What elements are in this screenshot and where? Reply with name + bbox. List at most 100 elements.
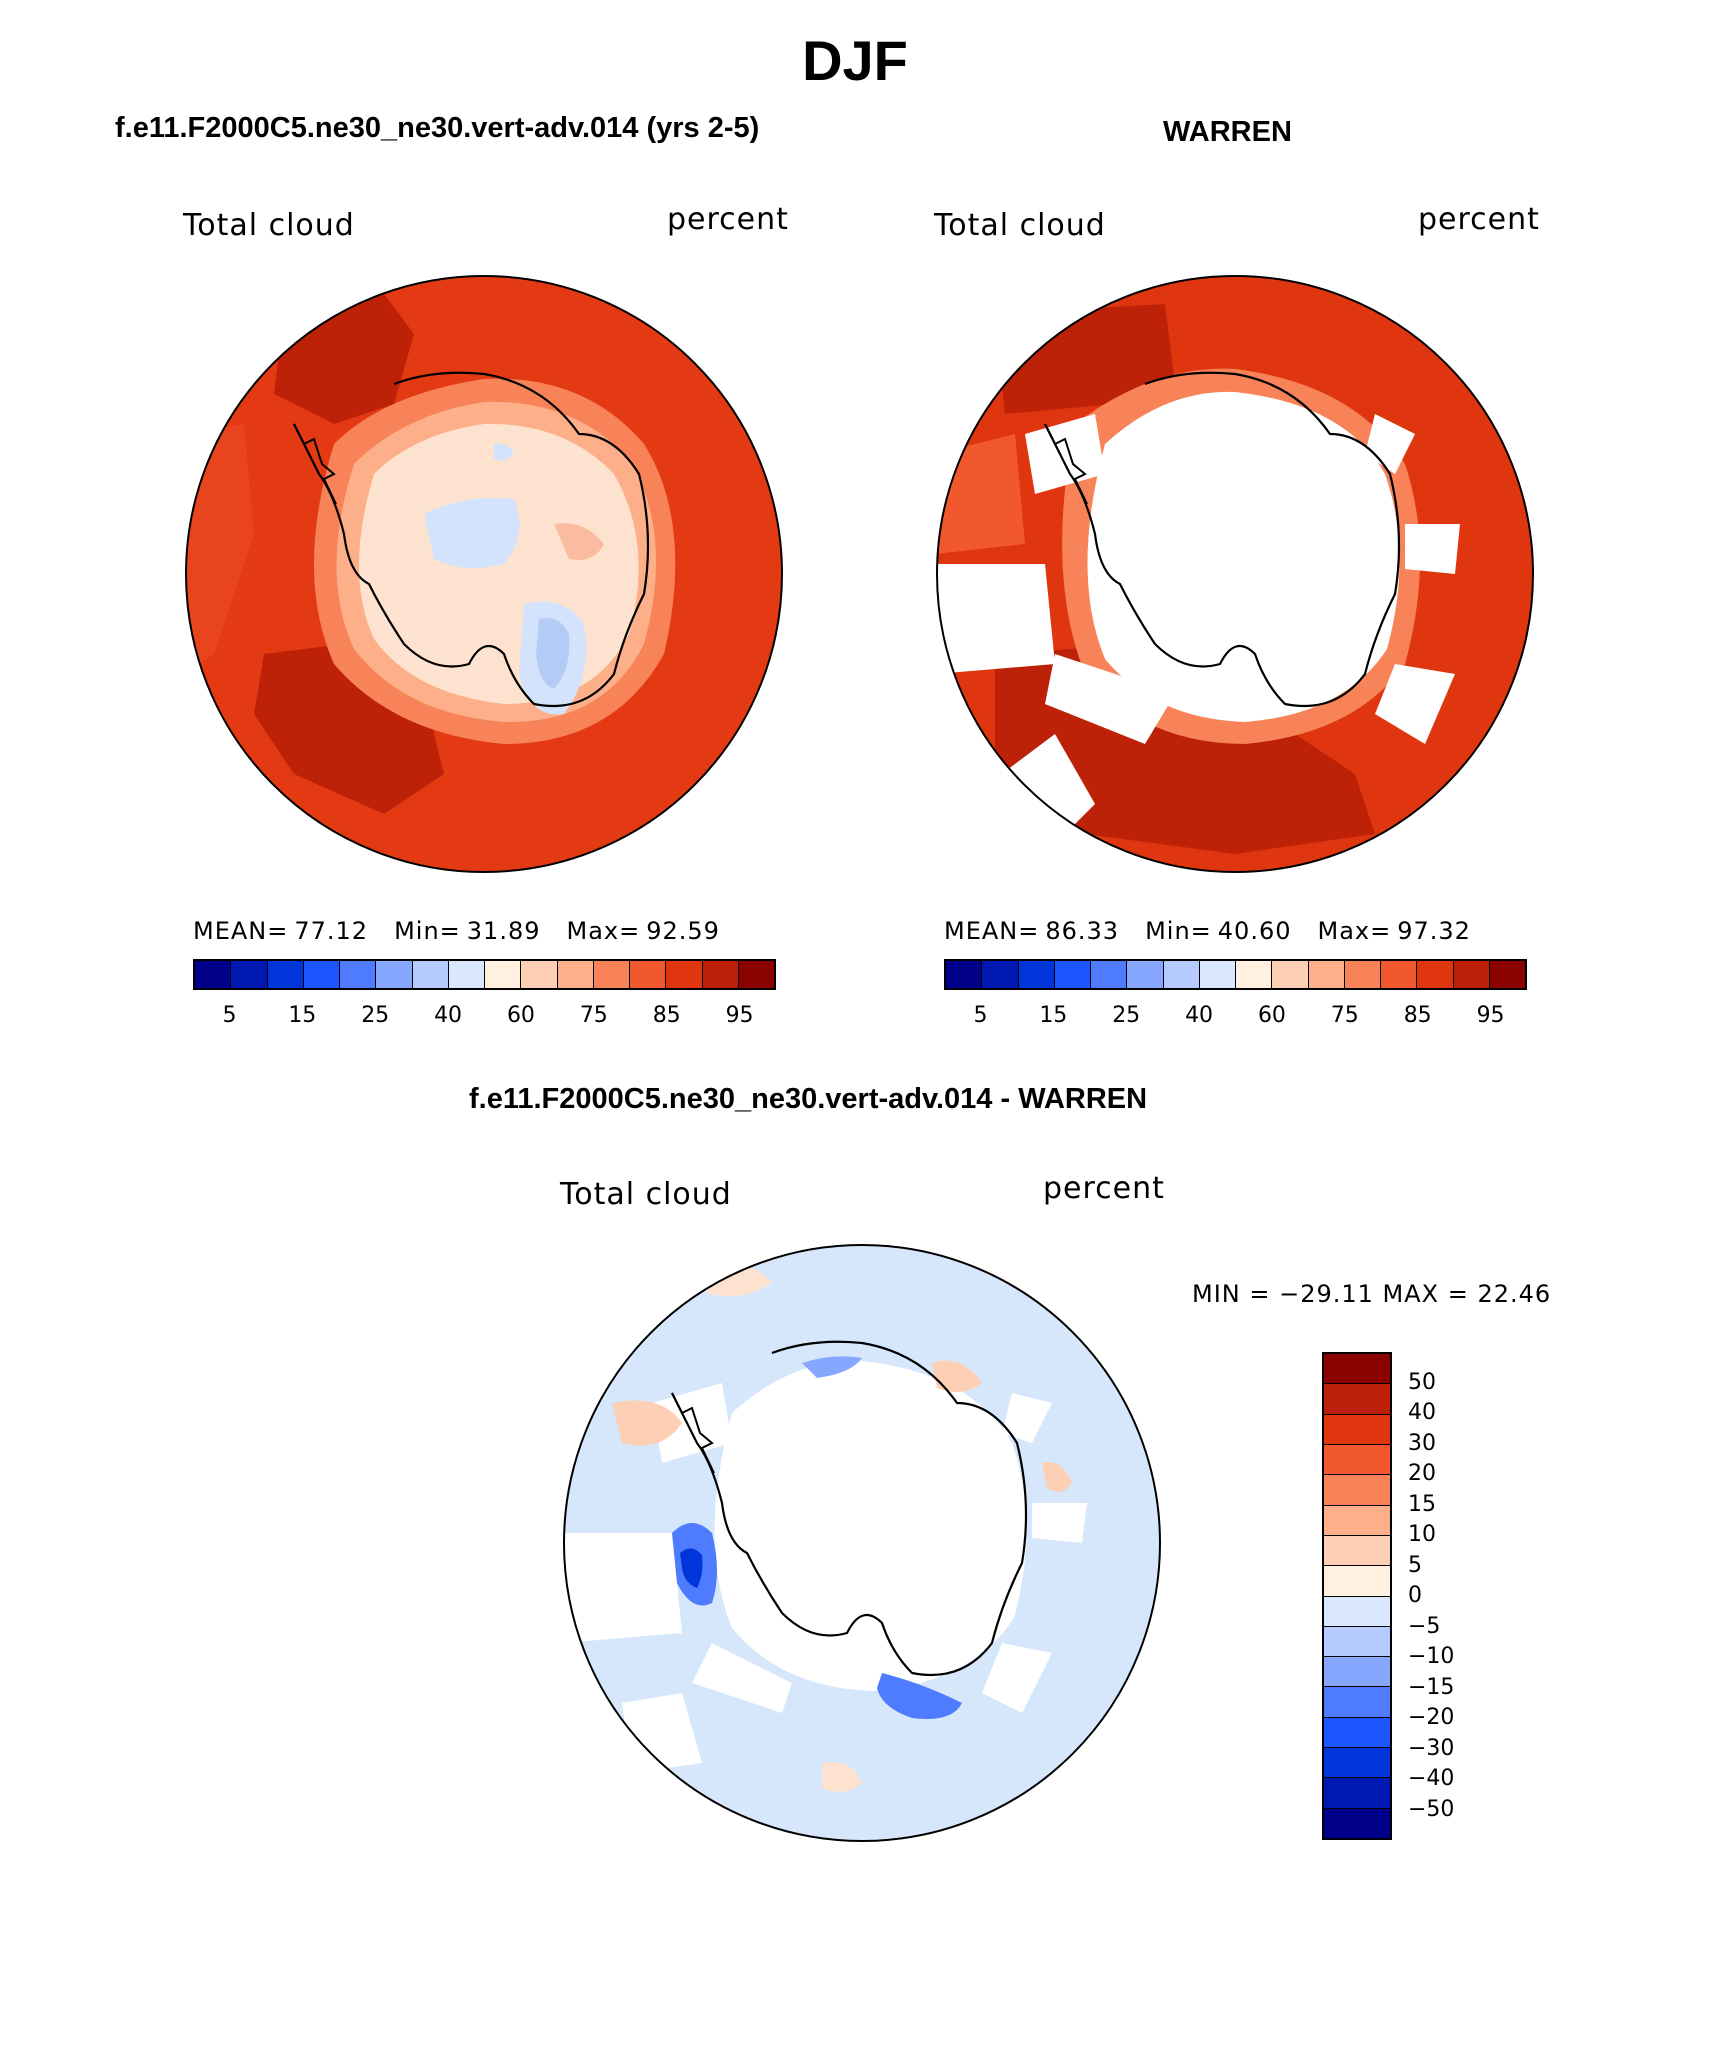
colorbar-tick-label: 15	[1039, 1003, 1068, 1028]
colorbar-swatch	[231, 961, 268, 988]
colorbar-swatch	[195, 961, 232, 988]
obs-missing-data	[1087, 391, 1400, 722]
colorbar-tick-label: −40	[1408, 1766, 1455, 1791]
obs-polar-map	[936, 275, 1534, 873]
colorbar-swatch	[1381, 961, 1418, 988]
colorbar-tick-label: −30	[1408, 1735, 1455, 1761]
colorbar-tick-label: 40	[1185, 1003, 1214, 1028]
colorbar-tick-label: −50	[1408, 1796, 1455, 1822]
colorbar-swatch	[666, 961, 703, 988]
model-mean-label: MEAN=	[193, 917, 289, 945]
colorbar-swatch	[1324, 1566, 1390, 1597]
diff-missing-data	[1002, 1393, 1052, 1443]
model-mean-value: 77.12	[294, 917, 369, 945]
diff-variable-label: Total cloud	[560, 1177, 732, 1212]
colorbar-tick-label: 60	[506, 1003, 535, 1028]
antarctica-coastline	[671, 1340, 1028, 1677]
colorbar-tick-label: 85	[652, 1003, 681, 1028]
obs-missing-data	[1375, 664, 1455, 744]
colorbar-swatch	[448, 961, 485, 988]
model-max-value: 92.59	[646, 917, 720, 945]
colorbar-tick-label: 5	[1408, 1552, 1422, 1578]
colorbar-swatch	[1324, 1444, 1390, 1476]
obs-colorbar	[944, 959, 1527, 990]
antarctic-peninsula-coastline	[1044, 423, 1088, 505]
colorbar-swatch	[1324, 1354, 1390, 1385]
colorbar-swatch	[702, 961, 739, 988]
obs-missing-data	[1405, 524, 1460, 574]
colorbar-swatch	[1324, 1626, 1390, 1658]
obs-stats: MEAN= 86.33 Min= 40.60 Max= 97.32	[944, 917, 1477, 945]
diff-colorbar	[1322, 1352, 1392, 1840]
diff-missing-data	[714, 1360, 1027, 1691]
colorbar-swatch	[1091, 961, 1128, 988]
colorbar-swatch	[1324, 1384, 1390, 1415]
obs-mean-value: 86.33	[1045, 917, 1120, 945]
colorbar-tick-label: 60	[1257, 1003, 1286, 1028]
colorbar-tick-label: 5	[973, 1003, 988, 1028]
diff-missing-data	[564, 1533, 682, 1643]
colorbar-swatch	[1199, 961, 1236, 988]
model-low-cloud-region	[424, 498, 520, 568]
colorbar-swatch	[1163, 961, 1200, 988]
colorbar-tick-label: −5	[1408, 1613, 1441, 1639]
obs-panel-title: WARREN	[1163, 116, 1292, 148]
colorbar-tick-label: 20	[1408, 1461, 1436, 1486]
colorbar-tick-label: 30	[1408, 1430, 1436, 1456]
colorbar-swatch	[485, 961, 522, 988]
obs-max-label: Max=	[1317, 917, 1392, 945]
colorbar-swatch	[412, 961, 449, 988]
antarctic-peninsula-coastline	[671, 1392, 715, 1474]
colorbar-tick-label: 75	[1330, 1003, 1359, 1028]
colorbar-swatch	[1324, 1596, 1390, 1627]
colorbar-swatch	[303, 961, 340, 988]
diff-missing-data	[1032, 1503, 1087, 1543]
colorbar-tick-label: 0	[1408, 1583, 1422, 1608]
colorbar-swatch	[1417, 961, 1454, 988]
colorbar-swatch	[1489, 961, 1525, 988]
colorbar-swatch	[340, 961, 377, 988]
diff-positive-anomaly	[612, 1400, 682, 1446]
model-variable-label: Total cloud	[183, 208, 355, 243]
obs-missing-data	[1045, 654, 1175, 744]
colorbar-swatch	[593, 961, 630, 988]
colorbar-tick-label: 40	[434, 1003, 463, 1028]
colorbar-swatch	[557, 961, 594, 988]
obs-variable-label: Total cloud	[934, 208, 1106, 243]
colorbar-tick-label: 85	[1403, 1003, 1432, 1028]
colorbar-tick-label: −10	[1408, 1644, 1455, 1669]
colorbar-swatch	[1054, 961, 1091, 988]
model-max-label: Max=	[566, 917, 641, 945]
obs-map-border	[936, 275, 1534, 873]
colorbar-swatch	[521, 961, 558, 988]
colorbar-swatch	[738, 961, 774, 988]
colorbar-swatch	[630, 961, 667, 988]
colorbar-swatch	[376, 961, 413, 988]
colorbar-swatch	[1324, 1535, 1390, 1567]
model-cloud-region	[554, 523, 604, 560]
colorbar-tick-label: 25	[361, 1003, 390, 1028]
model-colorbar	[193, 959, 776, 990]
colorbar-swatch	[1324, 1475, 1390, 1506]
model-min-label: Min=	[394, 917, 461, 945]
colorbar-swatch	[1018, 961, 1055, 988]
colorbar-swatch	[1324, 1657, 1390, 1688]
colorbar-swatch	[1324, 1778, 1390, 1809]
obs-min-value: 40.60	[1217, 917, 1292, 945]
colorbar-swatch	[1324, 1717, 1390, 1749]
colorbar-swatch	[1127, 961, 1164, 988]
diff-map-border	[563, 1244, 1161, 1842]
diff-units-label: percent	[1043, 1171, 1165, 1206]
diff-positive-anomaly	[1042, 1462, 1072, 1492]
colorbar-swatch	[946, 961, 983, 988]
colorbar-tick-label: 25	[1112, 1003, 1141, 1028]
colorbar-swatch	[1324, 1687, 1390, 1718]
diff-negative-anomaly	[680, 1548, 703, 1588]
model-units-label: percent	[667, 202, 789, 237]
model-polar-map	[185, 275, 783, 873]
colorbar-tick-label: 10	[1408, 1522, 1436, 1547]
antarctic-peninsula-coastline	[293, 423, 337, 505]
model-low-cloud-region	[494, 443, 514, 461]
model-low-cloud-region	[536, 618, 570, 689]
obs-units-label: percent	[1418, 202, 1540, 237]
